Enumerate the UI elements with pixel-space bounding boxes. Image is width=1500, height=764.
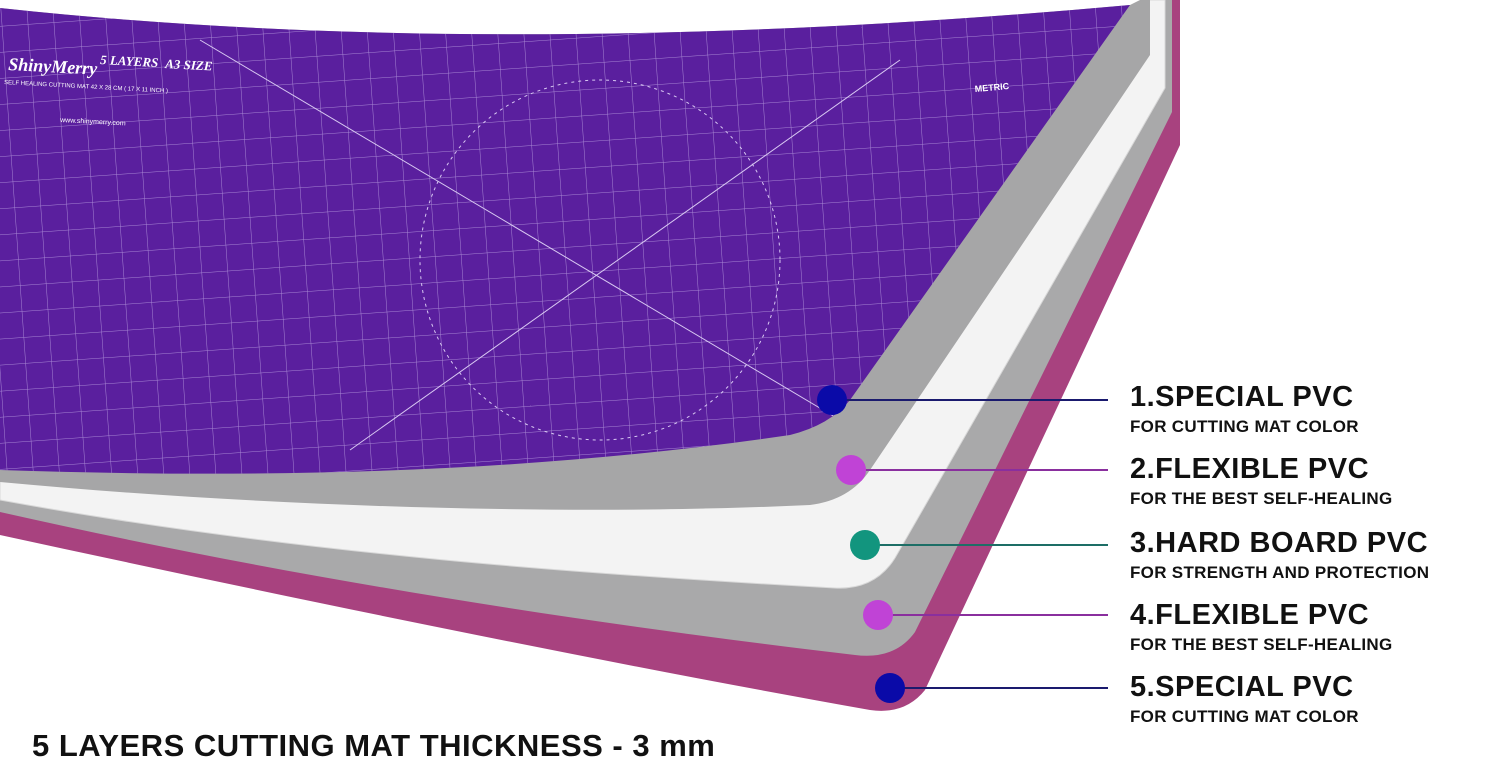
mat-brand: ShinyMerry bbox=[8, 54, 99, 79]
layer-1-purple-mat bbox=[0, 5, 1130, 474]
top-white-bg bbox=[0, 0, 1500, 35]
mat-layers-text: 5 LAYERS bbox=[100, 52, 159, 70]
layer-1-label: 1.SPECIAL PVC FOR CUTTING MAT COLOR bbox=[1130, 382, 1359, 438]
mat-website: www.shinymerry.com bbox=[59, 117, 126, 127]
layer-title: 5.SPECIAL PVC bbox=[1130, 671, 1354, 703]
layer-4-label: 4.FLEXIBLE PVC FOR THE BEST SELF-HEALING bbox=[1130, 600, 1393, 656]
layer-3-label: 3.HARD BOARD PVC FOR STRENGTH AND PROTEC… bbox=[1130, 528, 1429, 584]
layer-title: 4.FLEXIBLE PVC bbox=[1130, 599, 1370, 631]
layer-3-dot bbox=[850, 530, 880, 560]
layer-2-label: 2.FLEXIBLE PVC FOR THE BEST SELF-HEALING bbox=[1130, 454, 1393, 510]
thickness-caption: 5 LAYERS CUTTING MAT THICKNESS - 3 mm bbox=[32, 728, 716, 763]
layer-2-dot bbox=[836, 455, 866, 485]
layer-title: 3.HARD BOARD PVC bbox=[1130, 527, 1429, 559]
layer-4-dot bbox=[863, 600, 893, 630]
mat-size-text: A3 SIZE bbox=[164, 56, 213, 74]
layer-1-dot bbox=[817, 385, 847, 415]
layer-title: 2.FLEXIBLE PVC bbox=[1130, 453, 1370, 485]
layer-5-label: 5.SPECIAL PVC FOR CUTTING MAT COLOR bbox=[1130, 672, 1359, 728]
layer-subtitle: FOR THE BEST SELF-HEALING bbox=[1130, 635, 1393, 654]
layer-subtitle: FOR CUTTING MAT COLOR bbox=[1130, 417, 1359, 436]
mat-metric: METRIC bbox=[974, 81, 1010, 94]
layer-subtitle: FOR CUTTING MAT COLOR bbox=[1130, 707, 1359, 726]
layer-5-dot bbox=[875, 673, 905, 703]
layer-title: 1.SPECIAL PVC bbox=[1130, 381, 1354, 413]
layer-subtitle: FOR STRENGTH AND PROTECTION bbox=[1130, 563, 1430, 582]
callout-lines bbox=[832, 399, 1108, 689]
layer-subtitle: FOR THE BEST SELF-HEALING bbox=[1130, 489, 1393, 508]
